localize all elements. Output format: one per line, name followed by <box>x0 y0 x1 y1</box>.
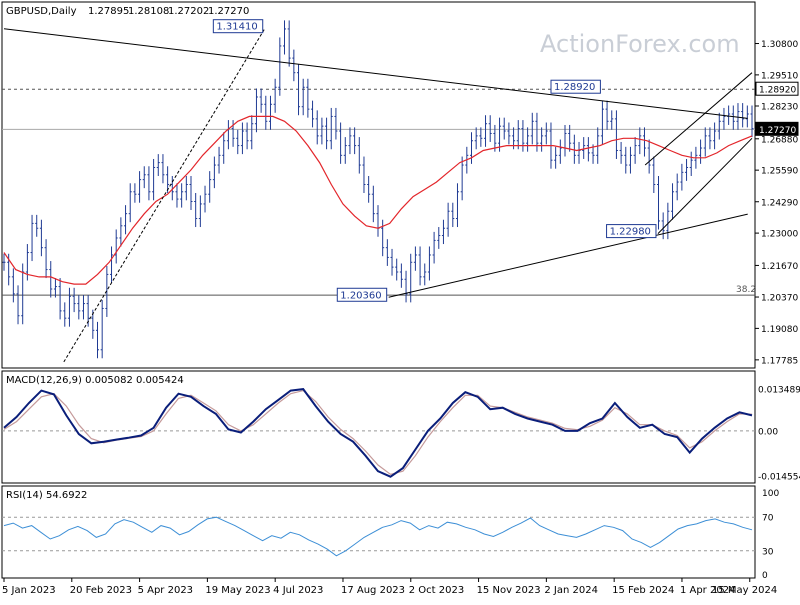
rsi-label: RSI(14) 54.6922 <box>6 490 87 501</box>
current-price-marker <box>755 121 799 136</box>
trendline-ascending <box>388 213 748 298</box>
price-axis-label: 1.30800 <box>761 40 798 50</box>
date-axis-label: 2 Jan 2024 <box>544 585 598 596</box>
ohlc-high: 1.28108 <box>128 6 169 17</box>
date-axis-label: 1 Apr 2024 <box>680 585 735 596</box>
price-axis-label: 1.26880 <box>761 135 798 145</box>
price-annotation-box <box>606 224 657 239</box>
symbol-label: GBPUSD,Daily <box>6 6 77 17</box>
date-axis-label: 17 Aug 2023 <box>341 585 405 596</box>
price-annotation-label: 1.20360 <box>340 290 381 301</box>
rsi-panel-frame <box>1 485 756 579</box>
price-axis-label: 1.29510 <box>761 71 798 81</box>
price-axis-label: 1.24290 <box>761 198 798 208</box>
date-axis-label: 4 Jul 2023 <box>273 585 323 596</box>
rsi-axis-label: 100 <box>762 489 779 499</box>
trendline-descending <box>3 28 748 119</box>
price-annotation-label: 1.28920 <box>554 82 595 93</box>
price-axis-label: 1.19080 <box>761 325 798 335</box>
macd-panel-frame <box>1 370 756 484</box>
channel-lower-line <box>657 137 753 234</box>
ohlc-open: 1.27895 <box>88 6 129 17</box>
rsi-axis-label: 70 <box>762 514 774 524</box>
axis-layer: 1.30800 1.29510 1.28230 1.26880 1.25590 1.242… <box>2 40 800 596</box>
date-axis-label: 15 Feb 2024 <box>612 585 674 596</box>
rsi-axis-label: 30 <box>762 547 774 557</box>
current-price-label: 1.27270 <box>759 126 796 136</box>
ohlc-low: 1.27202 <box>168 6 209 17</box>
price-annotation-box <box>550 79 601 94</box>
price-panel-frame <box>1 1 756 369</box>
watermark: ActionForex.com <box>540 30 740 58</box>
moving-average-line <box>3 115 753 285</box>
rsi-layer <box>2 516 755 557</box>
fib-label: 38.2 <box>736 285 756 295</box>
ohlc-close: 1.27270 <box>208 6 249 17</box>
date-axis-label: 19 May 2023 <box>205 585 270 596</box>
price-annotation-box <box>336 287 388 302</box>
macd-line <box>3 388 753 478</box>
macd-layer <box>2 388 755 478</box>
macd-axis-label: -0.014554 <box>758 472 800 482</box>
macd-axis-label: 0.013489 <box>758 386 800 396</box>
price-annotation-box <box>212 19 264 34</box>
macd-label: MACD(12,26,9) 0.005082 0.005424 <box>6 375 184 386</box>
date-axis-label: 2 Oct 2023 <box>409 585 464 596</box>
date-axis-label: 15 Nov 2023 <box>477 585 541 596</box>
price-axis-label: 1.23000 <box>761 230 798 240</box>
price-axis-label: 1.17785 <box>761 356 798 366</box>
macd-axis-label: 0.00 <box>758 427 778 437</box>
reference-level-label: 1.28920 <box>759 86 796 96</box>
rsi-line <box>3 516 753 557</box>
date-axis-label: 20 Feb 2023 <box>70 585 132 596</box>
date-axis-label: 5 Jan 2023 <box>2 585 56 596</box>
rsi-axis-label: 0 <box>762 571 768 581</box>
price-axis-label: 1.28230 <box>761 102 798 112</box>
price-annotation-label: 1.22980 <box>610 227 651 238</box>
price-axis-label: 1.21670 <box>761 262 798 272</box>
price-axis-label: 1.25590 <box>761 167 798 177</box>
price-layer: 38.2 1.31410 1.28920 1.20360 1.22980 <box>2 19 756 363</box>
price-axis-label: 1.20370 <box>761 294 798 304</box>
date-axis-label: 15 May 2024 <box>712 585 777 596</box>
price-annotation-label: 1.31410 <box>216 22 257 33</box>
date-axis-label: 5 Apr 2023 <box>138 585 193 596</box>
reference-level-marker <box>755 81 799 96</box>
channel-upper-line <box>644 72 753 166</box>
